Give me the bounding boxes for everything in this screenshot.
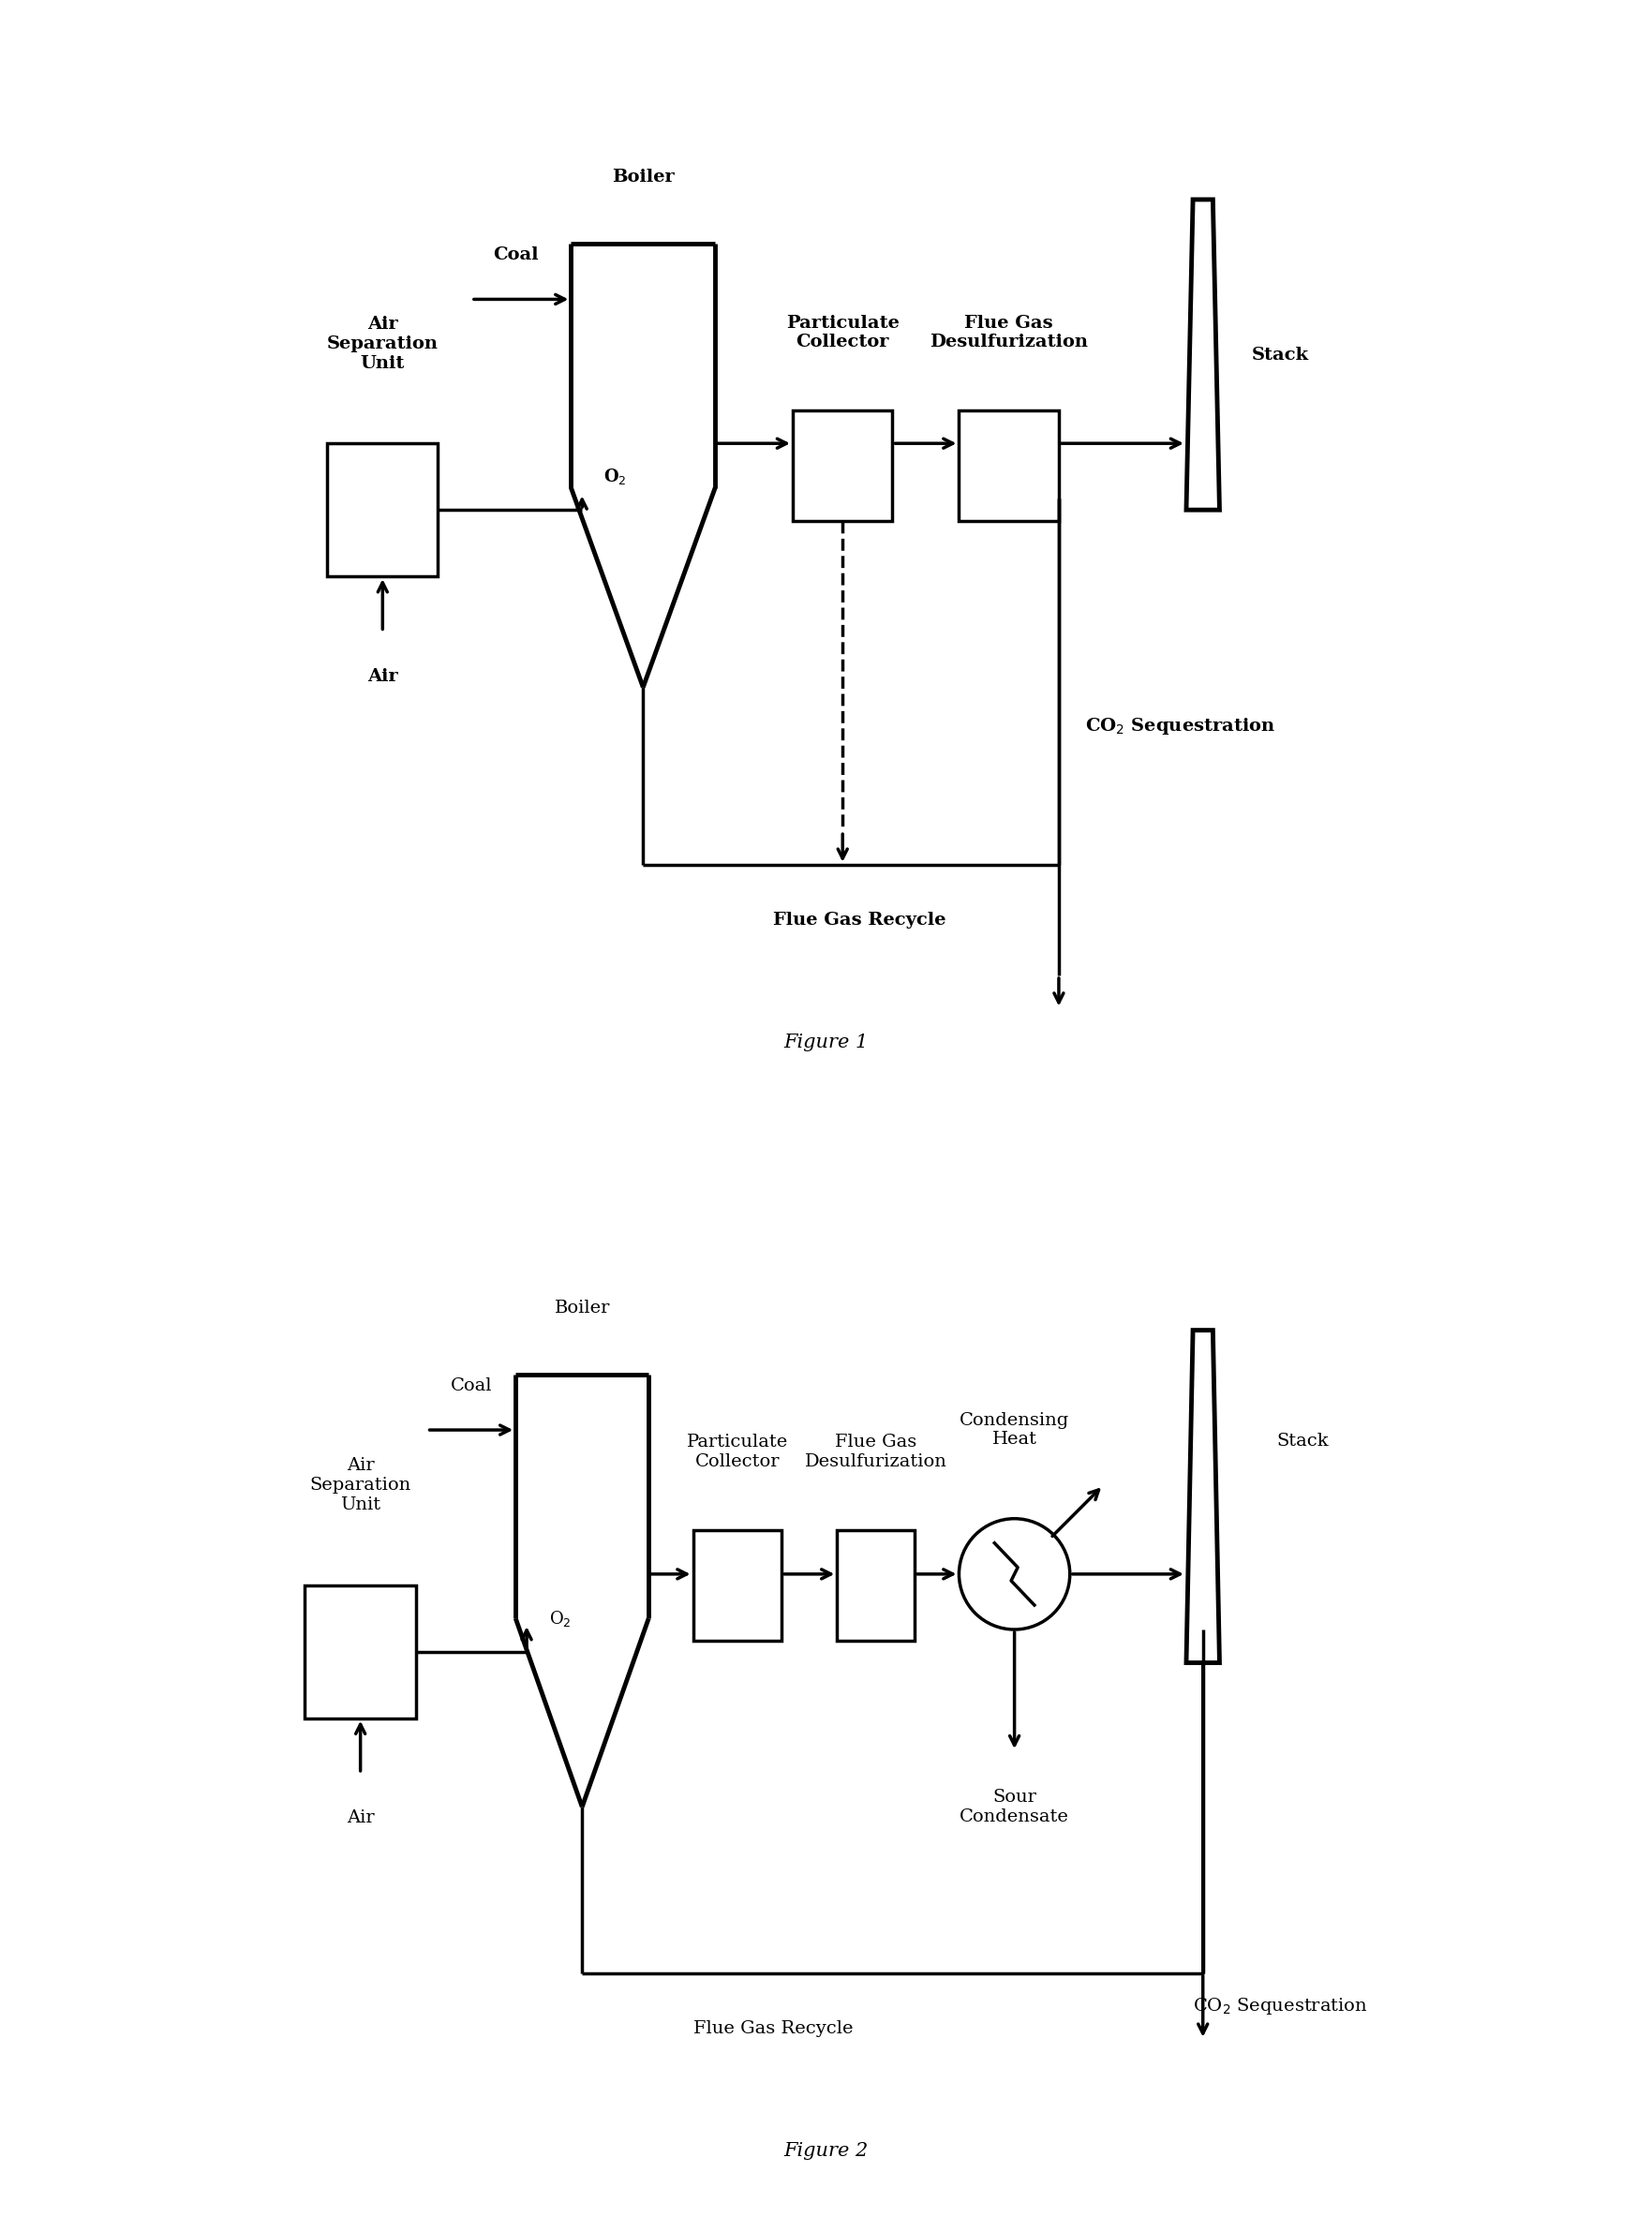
Text: Particulate
Collector: Particulate Collector — [786, 315, 899, 350]
Bar — [327, 443, 438, 576]
Bar — [692, 1530, 781, 1641]
Text: Flue Gas
Desulfurization: Flue Gas Desulfurization — [805, 1434, 947, 1470]
Text: Boiler: Boiler — [611, 168, 674, 186]
Text: Figure 1: Figure 1 — [783, 1033, 869, 1051]
Text: Air
Separation
Unit: Air Separation Unit — [327, 315, 438, 372]
Polygon shape — [1186, 1330, 1219, 1663]
Bar — [306, 1585, 416, 1718]
Text: Sour
Condensate: Sour Condensate — [960, 1789, 1069, 1825]
Text: CO$_2$ Sequestration: CO$_2$ Sequestration — [1085, 716, 1275, 736]
Text: Stack: Stack — [1277, 1432, 1328, 1450]
Text: O$_2$: O$_2$ — [605, 468, 626, 486]
Polygon shape — [1186, 200, 1219, 510]
Text: Coal: Coal — [492, 246, 539, 264]
Text: Condensing
Heat: Condensing Heat — [960, 1412, 1069, 1448]
Bar — [793, 410, 892, 521]
Text: CO$_2$ Sequestration: CO$_2$ Sequestration — [1193, 1995, 1368, 2017]
Text: O$_2$: O$_2$ — [548, 1610, 572, 1627]
Text: Air: Air — [367, 667, 398, 685]
Bar — [960, 410, 1059, 521]
Text: Flue Gas Recycle: Flue Gas Recycle — [773, 911, 945, 929]
Text: Coal: Coal — [451, 1377, 492, 1394]
Text: Air
Separation
Unit: Air Separation Unit — [309, 1457, 411, 1514]
Text: Flue Gas Recycle: Flue Gas Recycle — [694, 2020, 852, 2037]
Text: Boiler: Boiler — [555, 1299, 610, 1317]
Text: Figure 2: Figure 2 — [783, 2142, 869, 2159]
Text: Particulate
Collector: Particulate Collector — [687, 1434, 788, 1470]
Text: Stack: Stack — [1252, 346, 1308, 364]
Text: Flue Gas
Desulfurization: Flue Gas Desulfurization — [930, 315, 1089, 350]
Text: Air: Air — [347, 1809, 375, 1827]
Bar — [838, 1530, 915, 1641]
